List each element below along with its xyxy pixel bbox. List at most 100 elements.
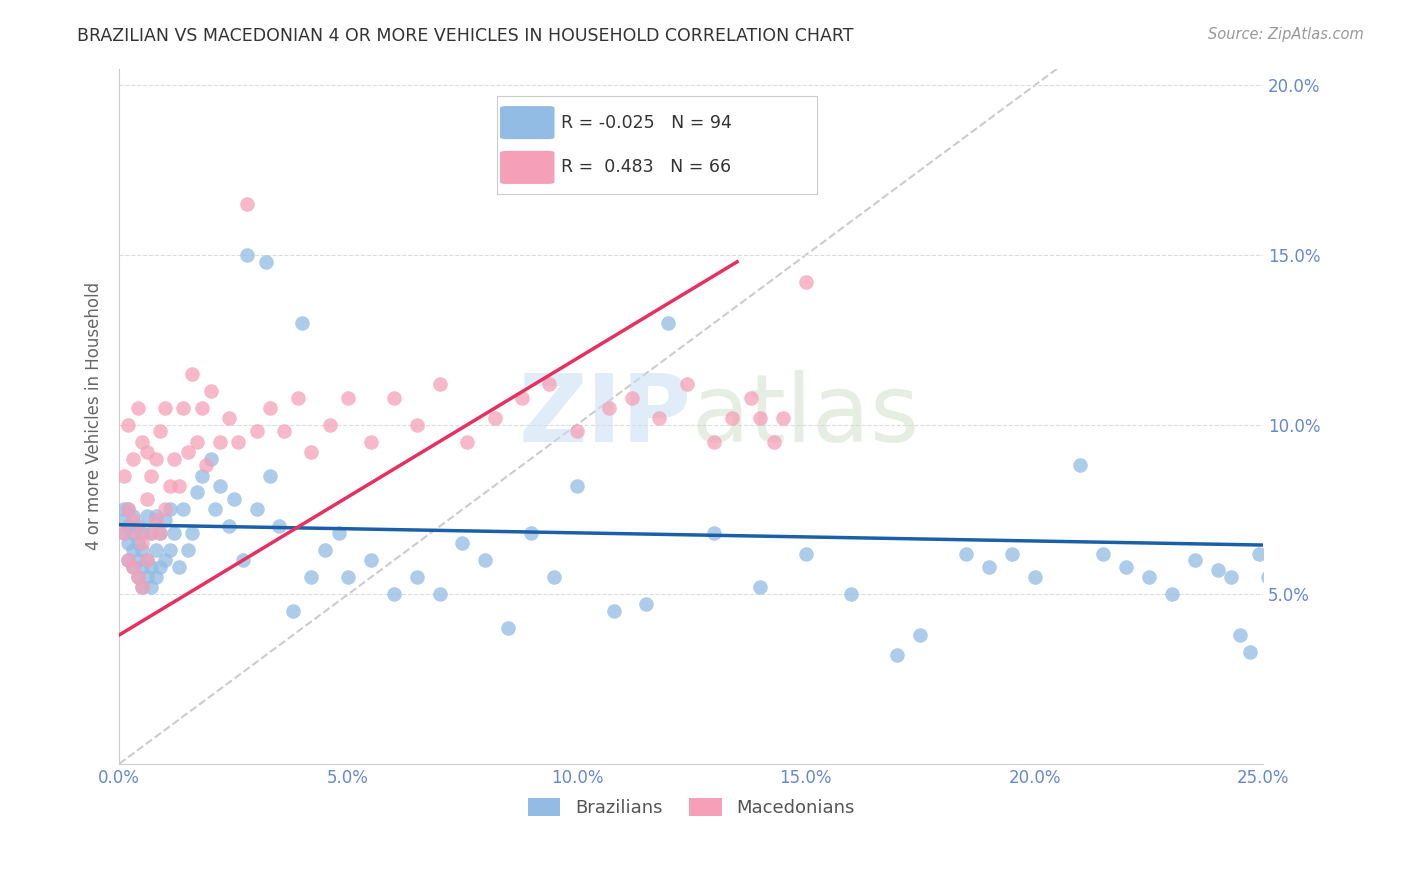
- Point: [190, 401, 212, 415]
- Point: [565, 425, 588, 439]
- Point: [218, 410, 240, 425]
- Point: [405, 570, 427, 584]
- Point: [153, 502, 176, 516]
- Point: [1115, 560, 1137, 574]
- Point: [186, 434, 208, 449]
- Point: [602, 604, 624, 618]
- Point: [167, 560, 190, 574]
- Point: [648, 410, 671, 425]
- Point: [163, 526, 186, 541]
- Point: [429, 376, 451, 391]
- Point: [131, 434, 153, 449]
- Point: [131, 536, 153, 550]
- Text: ZIP: ZIP: [519, 370, 692, 462]
- Point: [131, 526, 153, 541]
- Point: [208, 479, 231, 493]
- Point: [287, 391, 309, 405]
- Point: [177, 444, 200, 458]
- Point: [135, 553, 157, 567]
- Point: [1160, 587, 1182, 601]
- Point: [908, 628, 931, 642]
- Point: [749, 581, 772, 595]
- Point: [269, 519, 291, 533]
- Point: [360, 553, 382, 567]
- Point: [1265, 632, 1288, 646]
- Point: [177, 543, 200, 558]
- Point: [159, 543, 181, 558]
- Point: [145, 509, 167, 524]
- Point: [145, 570, 167, 584]
- Point: [153, 553, 176, 567]
- Point: [167, 479, 190, 493]
- Point: [634, 598, 657, 612]
- Point: [163, 451, 186, 466]
- Point: [337, 570, 360, 584]
- Point: [112, 526, 135, 541]
- Point: [337, 391, 360, 405]
- Point: [141, 526, 163, 541]
- Point: [328, 526, 350, 541]
- Point: [122, 513, 145, 527]
- Point: [794, 275, 817, 289]
- Point: [153, 401, 176, 415]
- Point: [319, 417, 342, 432]
- Point: [301, 444, 323, 458]
- Point: [195, 458, 218, 473]
- Point: [135, 492, 157, 507]
- Point: [127, 553, 149, 567]
- Point: [794, 547, 817, 561]
- Point: [131, 543, 153, 558]
- Point: [122, 560, 145, 574]
- Point: [112, 526, 135, 541]
- Point: [153, 513, 176, 527]
- Point: [1001, 547, 1024, 561]
- Point: [145, 543, 167, 558]
- Point: [1247, 547, 1270, 561]
- Point: [159, 479, 181, 493]
- Point: [657, 316, 679, 330]
- Point: [117, 553, 139, 567]
- Point: [245, 502, 267, 516]
- Point: [117, 553, 139, 567]
- Point: [675, 376, 697, 391]
- Point: [127, 519, 149, 533]
- Point: [301, 570, 323, 584]
- Point: [538, 376, 561, 391]
- Point: [112, 468, 135, 483]
- Point: [127, 570, 149, 584]
- Point: [543, 570, 565, 584]
- Point: [510, 391, 533, 405]
- Point: [141, 560, 163, 574]
- Point: [117, 536, 139, 550]
- Point: [135, 553, 157, 567]
- Point: [149, 526, 172, 541]
- Point: [200, 384, 222, 398]
- Point: [254, 255, 277, 269]
- Point: [131, 581, 153, 595]
- Point: [360, 434, 382, 449]
- Point: [226, 434, 249, 449]
- Point: [145, 513, 167, 527]
- Point: [598, 401, 620, 415]
- Point: [135, 570, 157, 584]
- Point: [283, 604, 305, 618]
- Point: [112, 502, 135, 516]
- Point: [740, 391, 762, 405]
- Point: [149, 526, 172, 541]
- Text: atlas: atlas: [692, 370, 920, 462]
- Point: [222, 492, 245, 507]
- Point: [122, 526, 145, 541]
- Point: [749, 410, 772, 425]
- Point: [145, 451, 167, 466]
- Point: [565, 479, 588, 493]
- Point: [456, 434, 478, 449]
- Point: [1220, 570, 1243, 584]
- Point: [112, 513, 135, 527]
- Point: [520, 526, 543, 541]
- Point: [149, 425, 172, 439]
- Point: [382, 587, 405, 601]
- Text: Source: ZipAtlas.com: Source: ZipAtlas.com: [1208, 27, 1364, 42]
- Point: [117, 502, 139, 516]
- Point: [127, 401, 149, 415]
- Point: [127, 526, 149, 541]
